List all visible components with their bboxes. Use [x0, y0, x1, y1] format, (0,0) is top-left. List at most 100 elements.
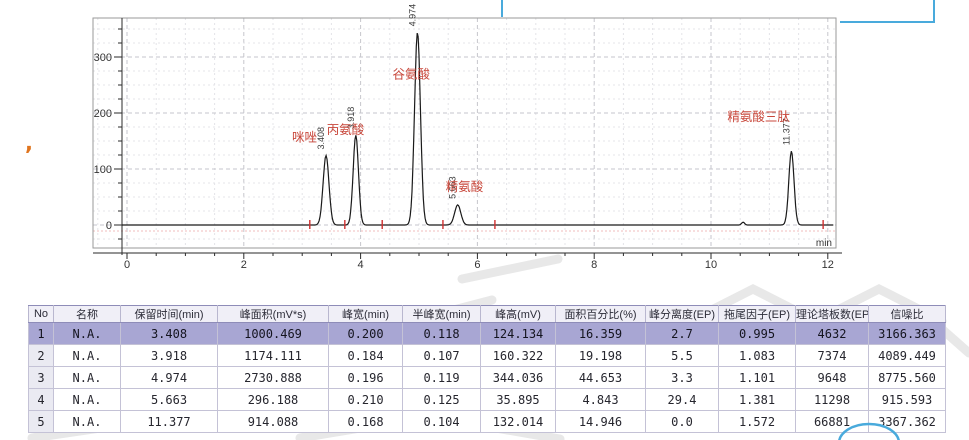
- x-tick-label: 10: [705, 259, 717, 271]
- table-cell[interactable]: 19.198: [555, 344, 646, 367]
- table-cell[interactable]: N.A.: [53, 322, 121, 345]
- y-tick-label: 0: [106, 220, 112, 232]
- table-cell[interactable]: 3367.362: [868, 410, 946, 433]
- table-cell[interactable]: 344.036: [480, 366, 556, 389]
- table-cell[interactable]: 14.946: [555, 410, 646, 433]
- table-cell[interactable]: 8775.560: [868, 366, 946, 389]
- peak-results-table: No 名称 保留时间(min) 峰面积(mV*s) 峰宽(min) 半峰宽(min) 峰高(…: [28, 305, 946, 433]
- column-header[interactable]: 理论塔板数(EP): [795, 305, 869, 323]
- table-cell[interactable]: 296.188: [217, 388, 329, 411]
- table-cell[interactable]: 9648: [795, 366, 869, 389]
- table-cell[interactable]: 0.104: [402, 410, 481, 433]
- table-cell[interactable]: N.A.: [53, 366, 121, 389]
- table-cell[interactable]: 0.184: [328, 344, 403, 367]
- table-cell[interactable]: 16.359: [555, 322, 646, 345]
- table-cell[interactable]: 5.5: [645, 344, 719, 367]
- column-header[interactable]: 保留时间(min): [120, 305, 218, 323]
- x-axis-unit-label: min: [816, 238, 832, 249]
- table-cell[interactable]: 3166.363: [868, 322, 946, 345]
- table-cell[interactable]: 3: [28, 366, 54, 389]
- peak-rt-label: 4.974: [407, 4, 417, 27]
- table-cell[interactable]: N.A.: [53, 344, 121, 367]
- table-cell[interactable]: 0.125: [402, 388, 481, 411]
- column-header[interactable]: 峰分离度(EP): [645, 305, 719, 323]
- column-header[interactable]: 信噪比: [868, 305, 946, 323]
- table-cell[interactable]: 1174.111: [217, 344, 329, 367]
- table-cell[interactable]: 124.134: [480, 322, 556, 345]
- y-tick-label: 200: [94, 108, 112, 120]
- x-tick-label: 8: [591, 259, 597, 271]
- chromatogram-curve: [122, 32, 834, 226]
- table-cell[interactable]: 160.322: [480, 344, 556, 367]
- column-header[interactable]: No: [28, 305, 54, 323]
- chromatogram-plot[interactable]: 0 100 200 300 0 2 4 6 8 10 12 min 3.408 3.918 4.974 5.6…: [0, 0, 969, 300]
- table-cell[interactable]: 4632: [795, 322, 869, 345]
- table-cell[interactable]: 1: [28, 322, 54, 345]
- table-cell[interactable]: 0.995: [718, 322, 796, 345]
- table-cell[interactable]: N.A.: [53, 410, 121, 433]
- table-cell[interactable]: 11298: [795, 388, 869, 411]
- table-cell[interactable]: 7374: [795, 344, 869, 367]
- table-cell[interactable]: 132.014: [480, 410, 556, 433]
- peak-name-label: 精氨酸: [446, 179, 484, 194]
- table-row[interactable]: 2 N.A. 3.918 1174.111 0.184 0.107 160.322 19.19…: [28, 344, 946, 367]
- table-cell[interactable]: 0.0: [645, 410, 719, 433]
- peak-rt-label: 5.663: [448, 176, 458, 199]
- table-cell[interactable]: N.A.: [53, 388, 121, 411]
- x-tick-label: 6: [474, 259, 480, 271]
- table-cell[interactable]: 4: [28, 388, 54, 411]
- peak-rt-label: 3.408: [316, 127, 326, 150]
- table-cell[interactable]: 0.118: [402, 322, 481, 345]
- table-body: 1 N.A. 3.408 1000.469 0.200 0.118 124.134 16.35…: [28, 322, 946, 433]
- table-cell[interactable]: 0.119: [402, 366, 481, 389]
- column-header[interactable]: 峰宽(min): [328, 305, 403, 323]
- table-row[interactable]: 3 N.A. 4.974 2730.888 0.196 0.119 344.036 44.65…: [28, 366, 946, 389]
- table-cell[interactable]: 2730.888: [217, 366, 329, 389]
- column-header[interactable]: 峰高(mV): [480, 305, 556, 323]
- table-cell[interactable]: 1.572: [718, 410, 796, 433]
- table-cell[interactable]: 0.210: [328, 388, 403, 411]
- table-cell[interactable]: 2.7: [645, 322, 719, 345]
- x-tick-label: 4: [358, 259, 364, 271]
- table-cell[interactable]: 3.3: [645, 366, 719, 389]
- table-cell[interactable]: 4.843: [555, 388, 646, 411]
- peak-name-label: 咪唑: [292, 129, 318, 144]
- table-cell[interactable]: 3.918: [120, 344, 218, 367]
- column-header[interactable]: 峰面积(mV*s): [217, 305, 329, 323]
- table-cell[interactable]: 11.377: [120, 410, 218, 433]
- peak-name-label: 丙氨酸: [327, 122, 365, 137]
- table-cell[interactable]: 0.196: [328, 366, 403, 389]
- table-cell[interactable]: 29.4: [645, 388, 719, 411]
- table-cell[interactable]: 35.895: [480, 388, 556, 411]
- table-cell[interactable]: 4.974: [120, 366, 218, 389]
- table-cell[interactable]: 3.408: [120, 322, 218, 345]
- column-header[interactable]: 拖尾因子(EP): [718, 305, 796, 323]
- table-cell[interactable]: 914.088: [217, 410, 329, 433]
- table-cell[interactable]: 5: [28, 410, 54, 433]
- table-cell[interactable]: 66881: [795, 410, 869, 433]
- table-cell[interactable]: 0.168: [328, 410, 403, 433]
- table-cell[interactable]: 0.200: [328, 322, 403, 345]
- table-row[interactable]: 4 N.A. 5.663 296.188 0.210 0.125 35.895 4.843 29…: [28, 388, 946, 411]
- table-cell[interactable]: 1000.469: [217, 322, 329, 345]
- table-cell[interactable]: 5.663: [120, 388, 218, 411]
- table-cell[interactable]: 2: [28, 344, 54, 367]
- table-cell[interactable]: 1.381: [718, 388, 796, 411]
- table-row[interactable]: 1 N.A. 3.408 1000.469 0.200 0.118 124.134 16.35…: [28, 322, 946, 345]
- table-cell[interactable]: 1.083: [718, 344, 796, 367]
- column-header[interactable]: 名称: [53, 305, 121, 323]
- peak-rt-label: 3.918: [346, 107, 356, 130]
- table-cell[interactable]: 915.593: [868, 388, 946, 411]
- x-tick-label: 2: [241, 259, 247, 271]
- column-header[interactable]: 半峰宽(min): [402, 305, 481, 323]
- table-cell[interactable]: 4089.449: [868, 344, 946, 367]
- table-cell[interactable]: 0.107: [402, 344, 481, 367]
- table-header: No 名称 保留时间(min) 峰面积(mV*s) 峰宽(min) 半峰宽(min) 峰高(…: [28, 305, 946, 323]
- table-cell[interactable]: 1.101: [718, 366, 796, 389]
- plot-frame: [92, 17, 837, 249]
- column-header[interactable]: 面积百分比(%): [555, 305, 646, 323]
- stray-comma-annotation: ,: [25, 131, 33, 155]
- table-cell[interactable]: 44.653: [555, 366, 646, 389]
- table-row[interactable]: 5 N.A. 11.377 914.088 0.168 0.104 132.014 14.94…: [28, 410, 946, 433]
